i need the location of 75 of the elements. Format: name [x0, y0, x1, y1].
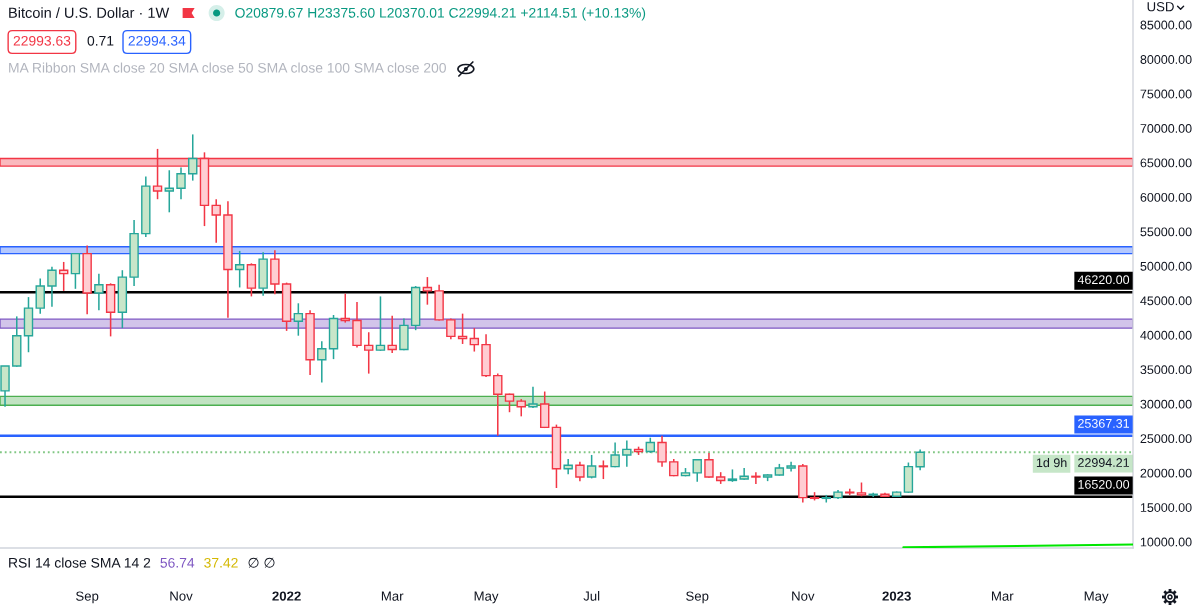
y-tick-label: 60000.00 — [1140, 192, 1192, 202]
y-tick-label: 75000.00 — [1140, 89, 1192, 99]
y-tick-label: 10000.00 — [1140, 537, 1192, 547]
y-tick-label: 25000.00 — [1140, 434, 1192, 444]
y-tick-label: 85000.00 — [1140, 20, 1192, 30]
candlestick — [35, 277, 45, 315]
candlestick — [375, 295, 386, 352]
candlestick — [493, 372, 503, 437]
candlestick — [610, 441, 620, 469]
text: RSI 14 close SMA 14 2 — [9, 557, 151, 568]
candlestick — [188, 133, 198, 182]
candlestick — [70, 252, 81, 290]
x-tick-label: May — [474, 591, 499, 604]
y-tick-label: 15000.00 — [1140, 503, 1192, 512]
text: ∅ ∅ — [248, 557, 275, 568]
candlestick — [469, 327, 480, 353]
x-tick-label: Sep — [76, 591, 99, 604]
text: O20879.67 H23375.60 L20370.01 C22994.21 +2114.51 (+10.13%) — [235, 7, 646, 21]
ref-line-label: 46220.00 — [1077, 275, 1130, 285]
candlestick — [751, 471, 761, 485]
annotation: 22994.34 — [128, 35, 186, 46]
candlestick — [915, 448, 925, 472]
candlestick — [234, 250, 245, 289]
chart-title: Bitcoin / U.S. Dollar · 1W — [9, 7, 170, 18]
x-tick-label: Sep — [686, 591, 709, 604]
candlestick — [211, 198, 221, 244]
annotation: 1d 9h — [1036, 457, 1067, 468]
candlestick — [94, 272, 104, 311]
y-tick-label: 35000.00 — [1140, 365, 1192, 375]
candlestick — [528, 385, 538, 409]
x-tick-label: 2023 — [882, 591, 911, 601]
y-axis-title: USD — [1147, 1, 1174, 12]
text: 56.74 — [160, 557, 195, 568]
y-tick-label: 30000.00 — [1140, 399, 1192, 409]
x-tick-label: Mar — [381, 591, 404, 601]
x-tick-label: Mar — [991, 591, 1014, 601]
text: 37.42 — [204, 557, 238, 568]
candlestick — [246, 262, 257, 298]
y-tick-label: 65000.00 — [1140, 158, 1192, 168]
x-tick-label: Nov — [792, 591, 815, 601]
candlestick — [446, 317, 456, 340]
annotation: MA Ribbon SMA close 20 SMA close 50 SMA close 100 SMA close 200 — [9, 62, 446, 73]
y-tick-label: 80000.00 — [1140, 55, 1192, 64]
candlestick — [387, 314, 397, 354]
annotation: 22993.63 — [13, 35, 71, 46]
ref-line-label: 16520.00 — [1078, 479, 1130, 489]
candlestick — [164, 169, 174, 214]
y-tick-label: 20000.00 — [1140, 468, 1192, 478]
ref-line-label: 22994.21 — [1078, 458, 1129, 467]
candlestick — [176, 166, 186, 200]
y-tick-label: 45000.00 — [1140, 296, 1192, 306]
candlestick — [622, 439, 632, 468]
y-tick-label: 40000.00 — [1140, 330, 1192, 340]
annotation: 0.71 — [87, 35, 114, 46]
candlestick — [539, 390, 550, 429]
candlestick — [657, 434, 667, 468]
candlestick — [317, 340, 327, 384]
candlestick — [152, 148, 163, 200]
candlestick — [598, 459, 609, 480]
x-tick-label: 2022 — [272, 591, 301, 601]
candlestick — [563, 458, 573, 476]
candlestick — [364, 331, 374, 375]
y-tick-label: 55000.00 — [1140, 227, 1192, 237]
x-tick-label: May — [1084, 591, 1109, 604]
candlestick — [293, 302, 304, 337]
candlestick — [47, 265, 57, 308]
y-tick-label: 50000.00 — [1140, 261, 1192, 271]
x-tick-label: Jul — [583, 591, 600, 601]
x-tick-label: Nov — [170, 591, 193, 601]
ref-line-label: 25367.31 — [1078, 418, 1129, 428]
candlestick — [575, 461, 585, 482]
candlestick — [704, 452, 714, 479]
y-tick-label: 70000.00 — [1140, 124, 1192, 133]
candlestick — [422, 276, 433, 306]
candlestick — [692, 458, 702, 483]
